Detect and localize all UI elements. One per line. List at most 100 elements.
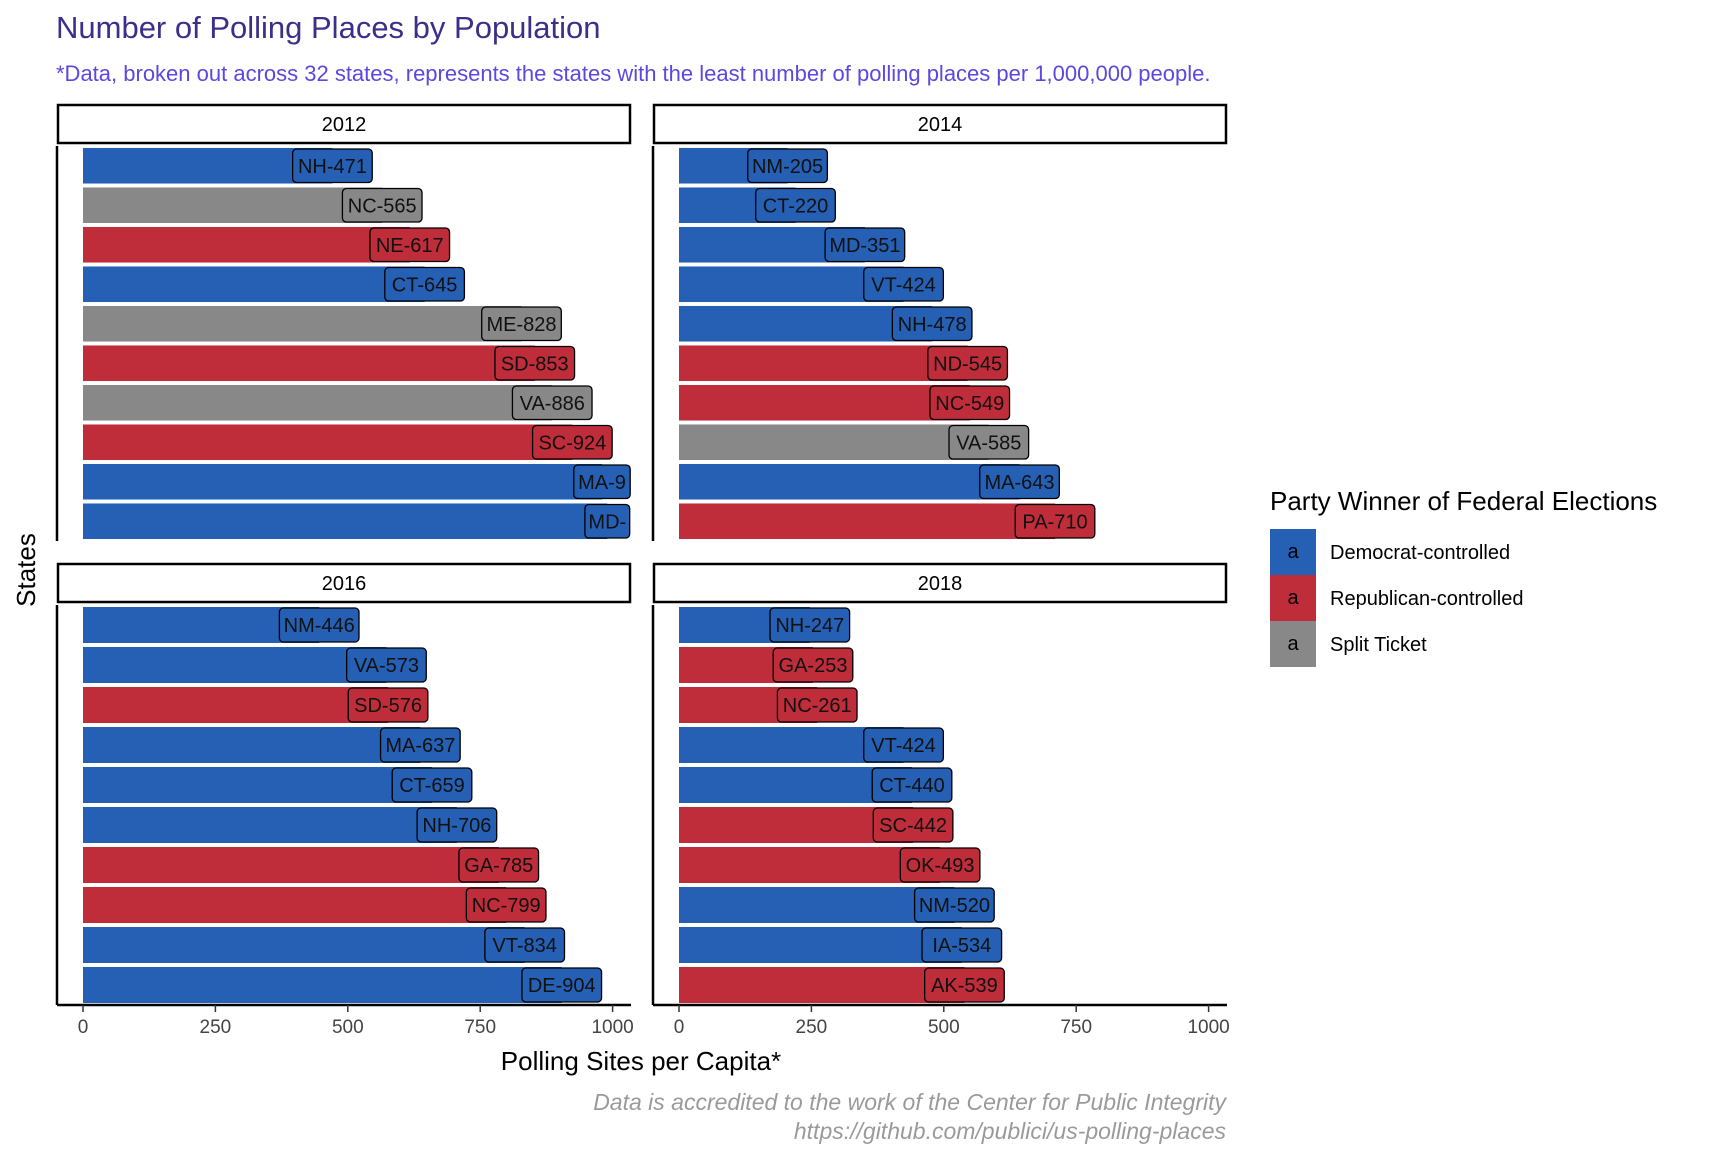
x-tick-label: 500 bbox=[928, 1017, 960, 1038]
bar-label: MA-637 bbox=[385, 735, 455, 757]
legend-title: Party Winner of Federal Elections bbox=[1270, 486, 1657, 516]
bar bbox=[83, 226, 410, 263]
facet-strip bbox=[56, 562, 632, 604]
x-tick-label: 250 bbox=[200, 1017, 232, 1038]
legend-item: a Republican-controlled bbox=[1270, 575, 1523, 621]
bar bbox=[679, 967, 965, 1003]
bar-label: IA-534 bbox=[932, 935, 991, 957]
bar bbox=[83, 647, 387, 683]
bar-label: VT-424 bbox=[871, 274, 935, 296]
bar-label: SC-442 bbox=[879, 815, 947, 837]
bar-label: MD-351 bbox=[829, 235, 900, 257]
y-axis-title: States bbox=[11, 533, 41, 607]
bar bbox=[83, 266, 425, 303]
bar-label: MA-9 bbox=[578, 472, 626, 494]
bar-label-box bbox=[863, 266, 945, 302]
bar-label-box bbox=[384, 266, 466, 302]
bar-label: VA-886 bbox=[520, 393, 585, 415]
bar-label-box bbox=[891, 306, 973, 342]
bar bbox=[679, 503, 1056, 540]
bar-label: SC-924 bbox=[538, 432, 606, 454]
bar-label: DE-904 bbox=[528, 975, 596, 997]
x-tick-label: 500 bbox=[332, 1017, 364, 1038]
bar-label: NH-471 bbox=[298, 156, 367, 178]
bar bbox=[83, 463, 603, 500]
bar-label-box bbox=[927, 345, 1009, 381]
bar-label-box bbox=[347, 687, 429, 723]
bar-label-box bbox=[278, 607, 360, 643]
bar-label-box bbox=[755, 187, 836, 223]
legend-key-glyph: a bbox=[1287, 587, 1299, 609]
legend-key bbox=[1270, 621, 1316, 667]
bar-label: MA-643 bbox=[985, 472, 1055, 494]
x-tick-label: 250 bbox=[796, 1017, 828, 1038]
bar-label: NH-247 bbox=[775, 615, 844, 637]
legend-key bbox=[1270, 575, 1316, 621]
bar-label: VA-573 bbox=[354, 655, 419, 677]
bar-label: GA-253 bbox=[779, 655, 848, 677]
bar-label-box bbox=[341, 187, 423, 223]
x-tick-label: 1000 bbox=[1187, 1017, 1229, 1038]
facet-strip-label: 2012 bbox=[322, 114, 367, 136]
bar-label-box bbox=[291, 148, 373, 184]
bar-label-box bbox=[899, 847, 981, 883]
bar bbox=[679, 345, 968, 382]
facet-panel-2012: 2012 NH-471 NC-565 NE-617 CT-645 ME-828 SD-853… bbox=[55, 103, 632, 541]
bar-label: GA-785 bbox=[464, 855, 533, 877]
bar-label: VA-585 bbox=[956, 432, 1021, 454]
bar bbox=[679, 424, 989, 461]
x-tick-label: 750 bbox=[1060, 1017, 1092, 1038]
bar-label-box bbox=[772, 647, 854, 683]
legend-label: Split Ticket bbox=[1330, 634, 1427, 656]
legend: Party Winner of Federal Elections a Democ… bbox=[1270, 486, 1657, 667]
bar bbox=[679, 384, 970, 421]
bar bbox=[83, 305, 522, 342]
bar-label: CT-645 bbox=[392, 274, 458, 296]
x-tick-label: 750 bbox=[464, 1017, 496, 1038]
bar-label: NM-446 bbox=[284, 615, 355, 637]
facet-strip bbox=[652, 103, 1228, 145]
bar bbox=[83, 807, 457, 843]
facet-strip bbox=[652, 562, 1228, 604]
bar bbox=[83, 887, 507, 923]
bar-label-box bbox=[872, 807, 954, 843]
bar-label: NC-799 bbox=[472, 895, 541, 917]
bar-label-box bbox=[481, 306, 562, 342]
facet-panel-2016: 2016 NM-446 VA-573 SD-576 MA-637 CT-659 NH-706… bbox=[55, 562, 634, 1038]
bar-label: OK-493 bbox=[906, 855, 975, 877]
legend-key-glyph: a bbox=[1287, 633, 1299, 655]
bar-label: NM-520 bbox=[919, 895, 990, 917]
bar bbox=[679, 927, 962, 963]
bar bbox=[679, 463, 1020, 500]
bar bbox=[679, 847, 941, 883]
facet-panel-2018: 2018 NH-247 GA-253 NC-261 VT-424 CT-440 SC-442… bbox=[651, 562, 1230, 1038]
bar-label-box bbox=[871, 767, 953, 803]
bar-label: NH-706 bbox=[422, 815, 491, 837]
bars: NH-247 GA-253 NC-261 VT-424 CT-440 SC-442 OK-4… bbox=[679, 607, 1005, 1003]
x-tick-label: 0 bbox=[674, 1017, 685, 1038]
chart-subtitle: *Data, broken out across 32 states, repr… bbox=[56, 61, 1210, 86]
bar bbox=[83, 187, 383, 224]
bar-label: NC-565 bbox=[348, 195, 417, 217]
legend-label: Democrat-controlled bbox=[1330, 542, 1510, 564]
bar-label-box bbox=[531, 424, 613, 460]
bar-label: NC-261 bbox=[783, 695, 852, 717]
bar-label-box bbox=[346, 647, 427, 683]
bar bbox=[83, 727, 421, 763]
legend-item: a Split Ticket bbox=[1270, 621, 1427, 667]
legend-item: a Democrat-controlled bbox=[1270, 529, 1510, 575]
legend-items: a Democrat-controlled a Republican-controll… bbox=[1270, 529, 1523, 667]
legend-key-glyph: a bbox=[1287, 541, 1299, 563]
bar-label-box bbox=[521, 967, 603, 1003]
facet-strip-label: 2014 bbox=[918, 114, 963, 136]
bar-label-box bbox=[924, 967, 1005, 1003]
bar-label: NM-205 bbox=[752, 156, 823, 178]
bar-label-box bbox=[391, 767, 473, 803]
bar-label: NH-478 bbox=[898, 314, 967, 336]
bar bbox=[83, 345, 535, 382]
bar-label-box bbox=[369, 227, 451, 263]
bar bbox=[83, 847, 499, 883]
bar-label-box bbox=[1014, 503, 1096, 539]
caption-source: Data is accredited to the work of the Ce… bbox=[593, 1089, 1227, 1115]
facet-strip-label: 2018 bbox=[918, 573, 963, 595]
